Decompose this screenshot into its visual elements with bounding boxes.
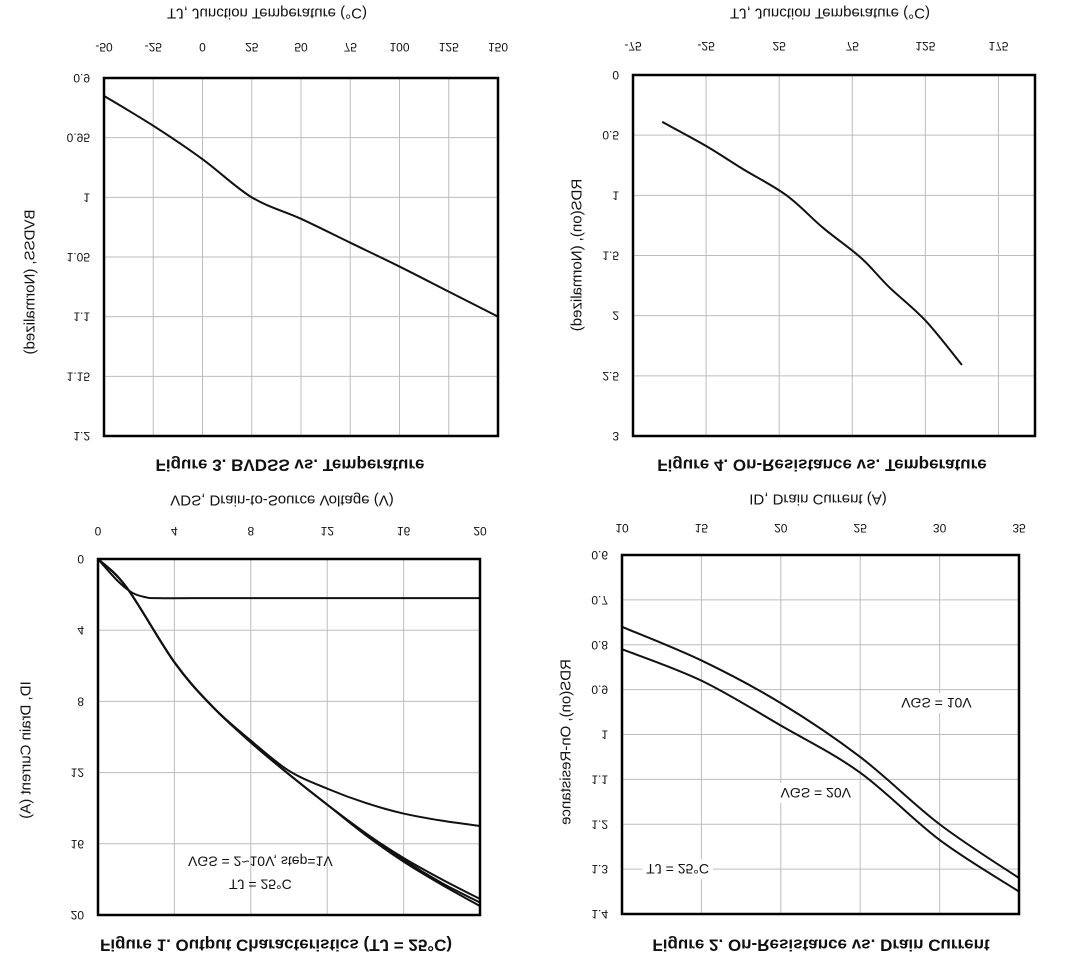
y-tick-label: 2.5: [602, 369, 619, 383]
plot-frame: [631, 73, 1037, 438]
x-tick-label: 30: [933, 521, 947, 535]
x-tick-label: 15: [695, 521, 709, 535]
x-tick-label: 25: [773, 39, 787, 53]
y-tick-label: 0.5: [602, 128, 619, 142]
y-tick-label: 1.3: [591, 862, 608, 876]
y-tick-label: 1.1: [591, 772, 608, 786]
y-tick-label: 3: [612, 429, 619, 443]
y-tick-label: 4: [77, 623, 84, 637]
x-axis-title: VDS, Drain-to-Source Voltage (V): [170, 492, 393, 509]
y-tick-label: 16: [71, 837, 85, 851]
y-tick-label: 0.8: [591, 638, 608, 652]
x-tick-label: 25: [245, 40, 259, 54]
x-tick-label: 10: [615, 521, 629, 535]
x-tick-label: 35: [1012, 521, 1026, 535]
x-tick-label: 8: [247, 524, 254, 538]
x-tick-label: 20: [774, 521, 788, 535]
y-tick-label: 1.2: [591, 817, 608, 831]
chart-2: -75 -25 25 75 125 175 0 0.5 1 1.5 2 2.5 3 Figure 4. O…: [569, 5, 1037, 475]
y-tick-label: 0: [612, 68, 619, 82]
y-tick-label: 1.15: [67, 369, 91, 383]
annotation-background: [642, 859, 713, 880]
y-tick-label: 1.2: [73, 429, 90, 443]
x-tick-label: -25: [145, 40, 163, 54]
y-tick-label: 8: [77, 694, 84, 708]
x-tick-label: 50: [294, 40, 308, 54]
y-tick-label: 1: [83, 190, 90, 204]
annotation: VGS = 20V: [781, 785, 852, 801]
y-tick-label: 1: [612, 188, 619, 202]
x-tick-label: 125: [439, 40, 459, 54]
y-tick-label: 0.7: [591, 593, 608, 607]
x-tick-label: 0: [95, 524, 102, 538]
y-tick-label: 1.05: [67, 250, 91, 264]
annotation: VGS = 2~10V, step=1V: [188, 854, 333, 870]
x-tick-label: 100: [389, 40, 409, 54]
plot-frame: [96, 557, 482, 917]
y-axis-title: BVDSS, (Normalized): [22, 209, 39, 354]
series-line-curve-high-3: [97, 558, 481, 907]
annotation: TJ = 25°C: [229, 877, 292, 893]
series-line-vgs-10v: [621, 625, 1020, 879]
y-tick-label: 12: [71, 766, 85, 780]
annotation: VGS = 10V: [901, 695, 972, 711]
series-line-vgs-20v: [621, 648, 1020, 893]
y-tick-label: 1.5: [602, 249, 619, 263]
x-tick-label: 150: [488, 40, 508, 54]
y-tick-label: 1.4: [591, 907, 608, 921]
x-tick-label: 75: [846, 39, 860, 53]
chart-4: 10 15 20 25 30 35 0.6 0.7 0.8 0.9 1 1.1 1.2 1.3 1.4 VGS…: [558, 491, 1026, 955]
y-axis-title: ID, Drain Current (A): [18, 681, 35, 819]
plot-frame: [620, 553, 1021, 916]
x-tick-label: 12: [321, 524, 335, 538]
series-line-rds-on-: [661, 121, 963, 366]
series-line-curve-high-2: [97, 558, 481, 904]
y-tick-label: 0.6: [591, 548, 608, 562]
y-axis-title: RDS(on), (Normalized): [569, 179, 586, 332]
x-tick-label: 125: [915, 39, 935, 53]
x-axis-title: TJ, Junction Temperature (°C): [730, 5, 930, 22]
x-tick-label: 20: [473, 524, 487, 538]
y-tick-label: 2: [612, 309, 619, 323]
chart-title: Figure 1. Output Characteristics (TJ = 2…: [100, 936, 452, 955]
x-tick-label: 16: [397, 524, 411, 538]
annotation-background: [776, 782, 856, 803]
y-tick-label: 0.9: [591, 683, 608, 697]
x-tick-label: 0: [199, 40, 206, 54]
x-tick-label: 4: [171, 524, 178, 538]
x-tick-label: 25: [854, 521, 868, 535]
x-tick-label: -50: [95, 40, 113, 54]
x-axis-title: TJ, Junction Temperature (°C): [167, 5, 367, 22]
x-tick-label: -25: [697, 39, 715, 53]
series-line-curve-low: [97, 558, 480, 600]
y-tick-label: 20: [71, 908, 85, 922]
chart-title: Figure 2. On-Resistance vs. Drain Curren…: [652, 936, 990, 955]
series-line-curve-high-1: [97, 558, 481, 900]
chart-title: Figure 3. BVDSS vs. Temperature: [156, 456, 425, 475]
annotation: TJ = 25°C: [646, 861, 709, 877]
y-tick-label: 1: [601, 728, 608, 742]
chart-3: 0 4 8 12 16 20 0 4 8 12 16 20 VGS = 2~10V, step=1V TJ…: [18, 492, 487, 955]
chart-title: Figure 4. On-Resistance vs. Temperature: [657, 456, 986, 475]
x-tick-label: 75: [344, 40, 358, 54]
series-line-bvdss: [103, 95, 499, 318]
y-tick-label: 1.1: [73, 310, 90, 324]
x-tick-label: 175: [988, 39, 1008, 53]
y-tick-label: 0.95: [67, 131, 91, 145]
plot-frame: [102, 76, 500, 438]
x-tick-label: -75: [624, 39, 642, 53]
chart-1: -50 -25 0 25 50 75 100 125 150 0.9 0.95 1 1.05 1.1 1.1…: [22, 5, 509, 475]
y-tick-label: 0: [77, 552, 84, 566]
annotation-background: [896, 693, 976, 714]
x-axis-title: ID, Drain Current (A): [749, 491, 887, 508]
y-tick-label: 0.9: [73, 71, 90, 85]
y-axis-title: RDS(on), On-Resistance: [558, 659, 575, 825]
